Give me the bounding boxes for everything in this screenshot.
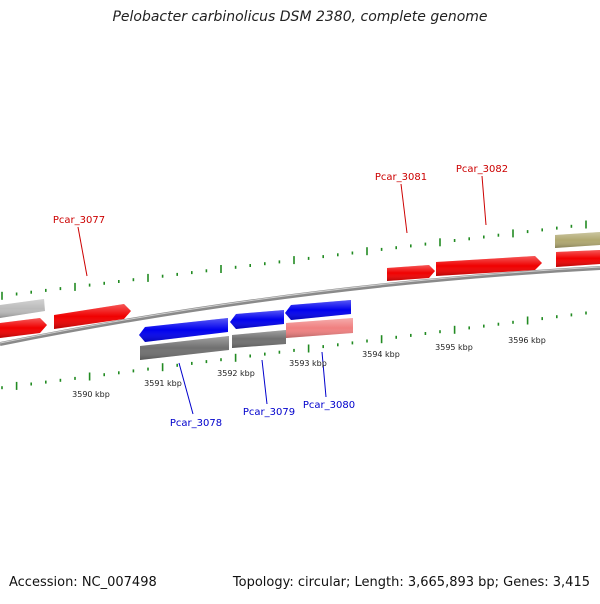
genome-summary-text: Topology: circular; Length: 3,665,893 bp…	[232, 575, 590, 590]
genome-backbone-highlight	[0, 266, 600, 344]
gene-label-pcar-3081[interactable]: Pcar_3081	[375, 172, 427, 183]
gene-gloss	[0, 232, 600, 360]
accession-text: Accession: NC_007498	[9, 575, 157, 590]
genome-backbone	[0, 266, 600, 346]
gene-label-pcar-3078[interactable]: Pcar_3078	[170, 418, 222, 429]
ruler-label: 3592 kbp	[217, 369, 255, 378]
gene-label-pcar-3080[interactable]: Pcar_3080	[303, 400, 355, 411]
ruler-label: 3594 kbp	[362, 350, 400, 359]
gene-label-pcar-3082[interactable]: Pcar_3082	[456, 164, 508, 175]
gene-label-pcar-3079[interactable]: Pcar_3079	[243, 407, 295, 418]
ruler-label: 3590 kbp	[72, 390, 110, 399]
ruler-label: 3596 kbp	[508, 336, 546, 345]
ruler-label: 3595 kbp	[435, 343, 473, 352]
genome-title: Pelobacter carbinolicus DSM 2380, comple…	[112, 9, 488, 25]
gene-label-leaders	[77, 175, 487, 415]
gene-label-pcar-3077[interactable]: Pcar_3077	[53, 215, 105, 226]
reverse-tick-track	[1, 311, 587, 390]
forward-tick-track	[1, 220, 587, 300]
ruler-label: 3593 kbp	[289, 359, 327, 368]
ruler-label: 3591 kbp	[144, 379, 182, 388]
